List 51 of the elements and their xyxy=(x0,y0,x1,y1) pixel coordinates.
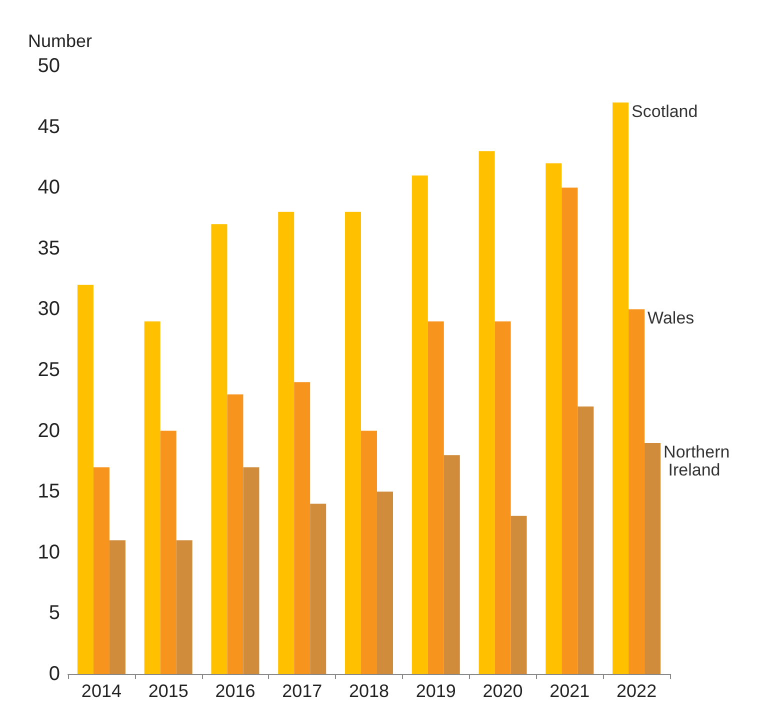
bar xyxy=(227,394,244,674)
y-tick-label: 15 xyxy=(38,480,60,503)
y-tick-label: 20 xyxy=(38,420,60,442)
y-tick-label: 0 xyxy=(48,663,60,685)
bar xyxy=(612,102,629,674)
y-tick-label: 5 xyxy=(48,602,60,624)
bar xyxy=(361,430,377,674)
y-tick-label: 25 xyxy=(38,359,60,381)
x-tick-label: 2020 xyxy=(482,681,523,701)
bar xyxy=(644,442,661,674)
bar xyxy=(444,455,460,674)
x-tick-label: 2018 xyxy=(348,681,390,701)
bar xyxy=(294,382,310,674)
x-tick-label: 2016 xyxy=(215,681,256,701)
bar xyxy=(377,492,393,674)
x-tick-label: 2014 xyxy=(81,681,122,701)
bar xyxy=(310,504,326,674)
x-tick-label: 2019 xyxy=(416,681,456,701)
bar xyxy=(211,224,228,674)
bar xyxy=(494,321,511,674)
x-tick-label: 2021 xyxy=(550,681,590,701)
bar xyxy=(243,467,260,674)
bar xyxy=(176,540,192,674)
y-axis-title: Number xyxy=(28,31,92,51)
bar xyxy=(546,163,562,674)
bar xyxy=(428,321,444,674)
bar xyxy=(160,430,176,674)
y-tick-label: 45 xyxy=(38,116,60,138)
bar xyxy=(412,175,428,674)
bar xyxy=(144,321,160,674)
x-tick-label: 2022 xyxy=(616,681,657,701)
y-tick-label: 30 xyxy=(38,298,60,320)
y-tick-label: 40 xyxy=(38,176,60,199)
y-tick-label: 35 xyxy=(38,237,60,260)
series-label: Northern Ireland xyxy=(664,442,730,480)
bar xyxy=(109,540,126,674)
x-tick-label: 2015 xyxy=(148,681,188,701)
bar xyxy=(77,284,94,674)
y-tick-label: 50 xyxy=(38,55,60,77)
bar xyxy=(478,151,495,674)
bar xyxy=(93,467,110,674)
bar xyxy=(562,188,578,674)
y-tick-label: 10 xyxy=(38,541,60,564)
series-label: Scotland xyxy=(632,102,698,121)
bar xyxy=(628,309,645,674)
bar xyxy=(278,212,294,674)
series-label: Wales xyxy=(648,308,694,328)
bar xyxy=(510,516,527,674)
bar xyxy=(578,406,594,674)
x-tick-label: 2017 xyxy=(282,681,322,701)
bar xyxy=(345,212,361,674)
